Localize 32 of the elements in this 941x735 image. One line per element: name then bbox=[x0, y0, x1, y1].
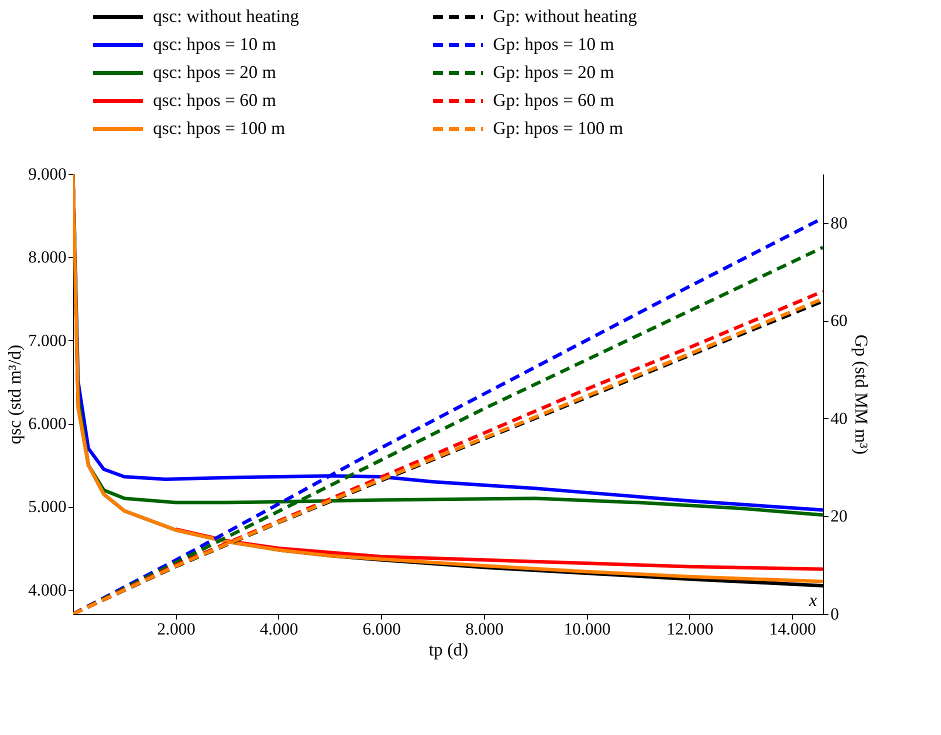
y2-tick-label: 40 bbox=[830, 408, 848, 428]
legend-label: Gp: hpos = 10 m bbox=[493, 34, 614, 54]
legend-label: qsc: hpos = 20 m bbox=[153, 62, 276, 82]
y2-tick-label: 80 bbox=[830, 213, 848, 232]
x-axis-title: tp (d) bbox=[428, 640, 468, 660]
y2-axis-title: Gp (std MM m³) bbox=[852, 334, 872, 454]
y-axis-title: qsc (std m³/d) bbox=[4, 344, 24, 444]
y-tick-label: 9.000 bbox=[28, 164, 66, 184]
y2-tick-label: 0 bbox=[830, 604, 839, 624]
x-tick-label: 12.000 bbox=[666, 620, 714, 638]
x-tick-label: 10.000 bbox=[564, 620, 611, 638]
legend-label: qsc: without heating bbox=[153, 6, 299, 26]
y2-tick-label: 60 bbox=[830, 311, 848, 330]
x-tick-label: 2.000 bbox=[157, 620, 196, 638]
legend-label: qsc: hpos = 10 m bbox=[153, 34, 276, 54]
x-tick-label: 14.000 bbox=[769, 620, 816, 638]
y-tick-label: 5.000 bbox=[28, 497, 66, 516]
x-tick-label: 4.000 bbox=[260, 620, 298, 638]
legend-label: Gp: without heating bbox=[493, 6, 637, 26]
y-tick-label: 6.000 bbox=[28, 414, 66, 434]
legend-label: Gp: hpos = 60 m bbox=[493, 90, 614, 110]
legend-label: qsc: hpos = 100 m bbox=[153, 118, 286, 138]
y-tick-label: 8.000 bbox=[28, 248, 66, 267]
legend-label: Gp: hpos = 20 m bbox=[493, 62, 614, 82]
legend-label: qsc: hpos = 60 m bbox=[153, 90, 276, 110]
y-tick-label: 4.000 bbox=[28, 580, 66, 600]
legend-label: Gp: hpos = 100 m bbox=[493, 118, 624, 138]
x-tick-label: 6.000 bbox=[362, 620, 401, 638]
annotation: x bbox=[808, 590, 817, 610]
y-tick-label: 7.000 bbox=[28, 330, 66, 350]
x-tick-label: 8.000 bbox=[465, 620, 504, 638]
y2-tick-label: 20 bbox=[830, 506, 848, 526]
